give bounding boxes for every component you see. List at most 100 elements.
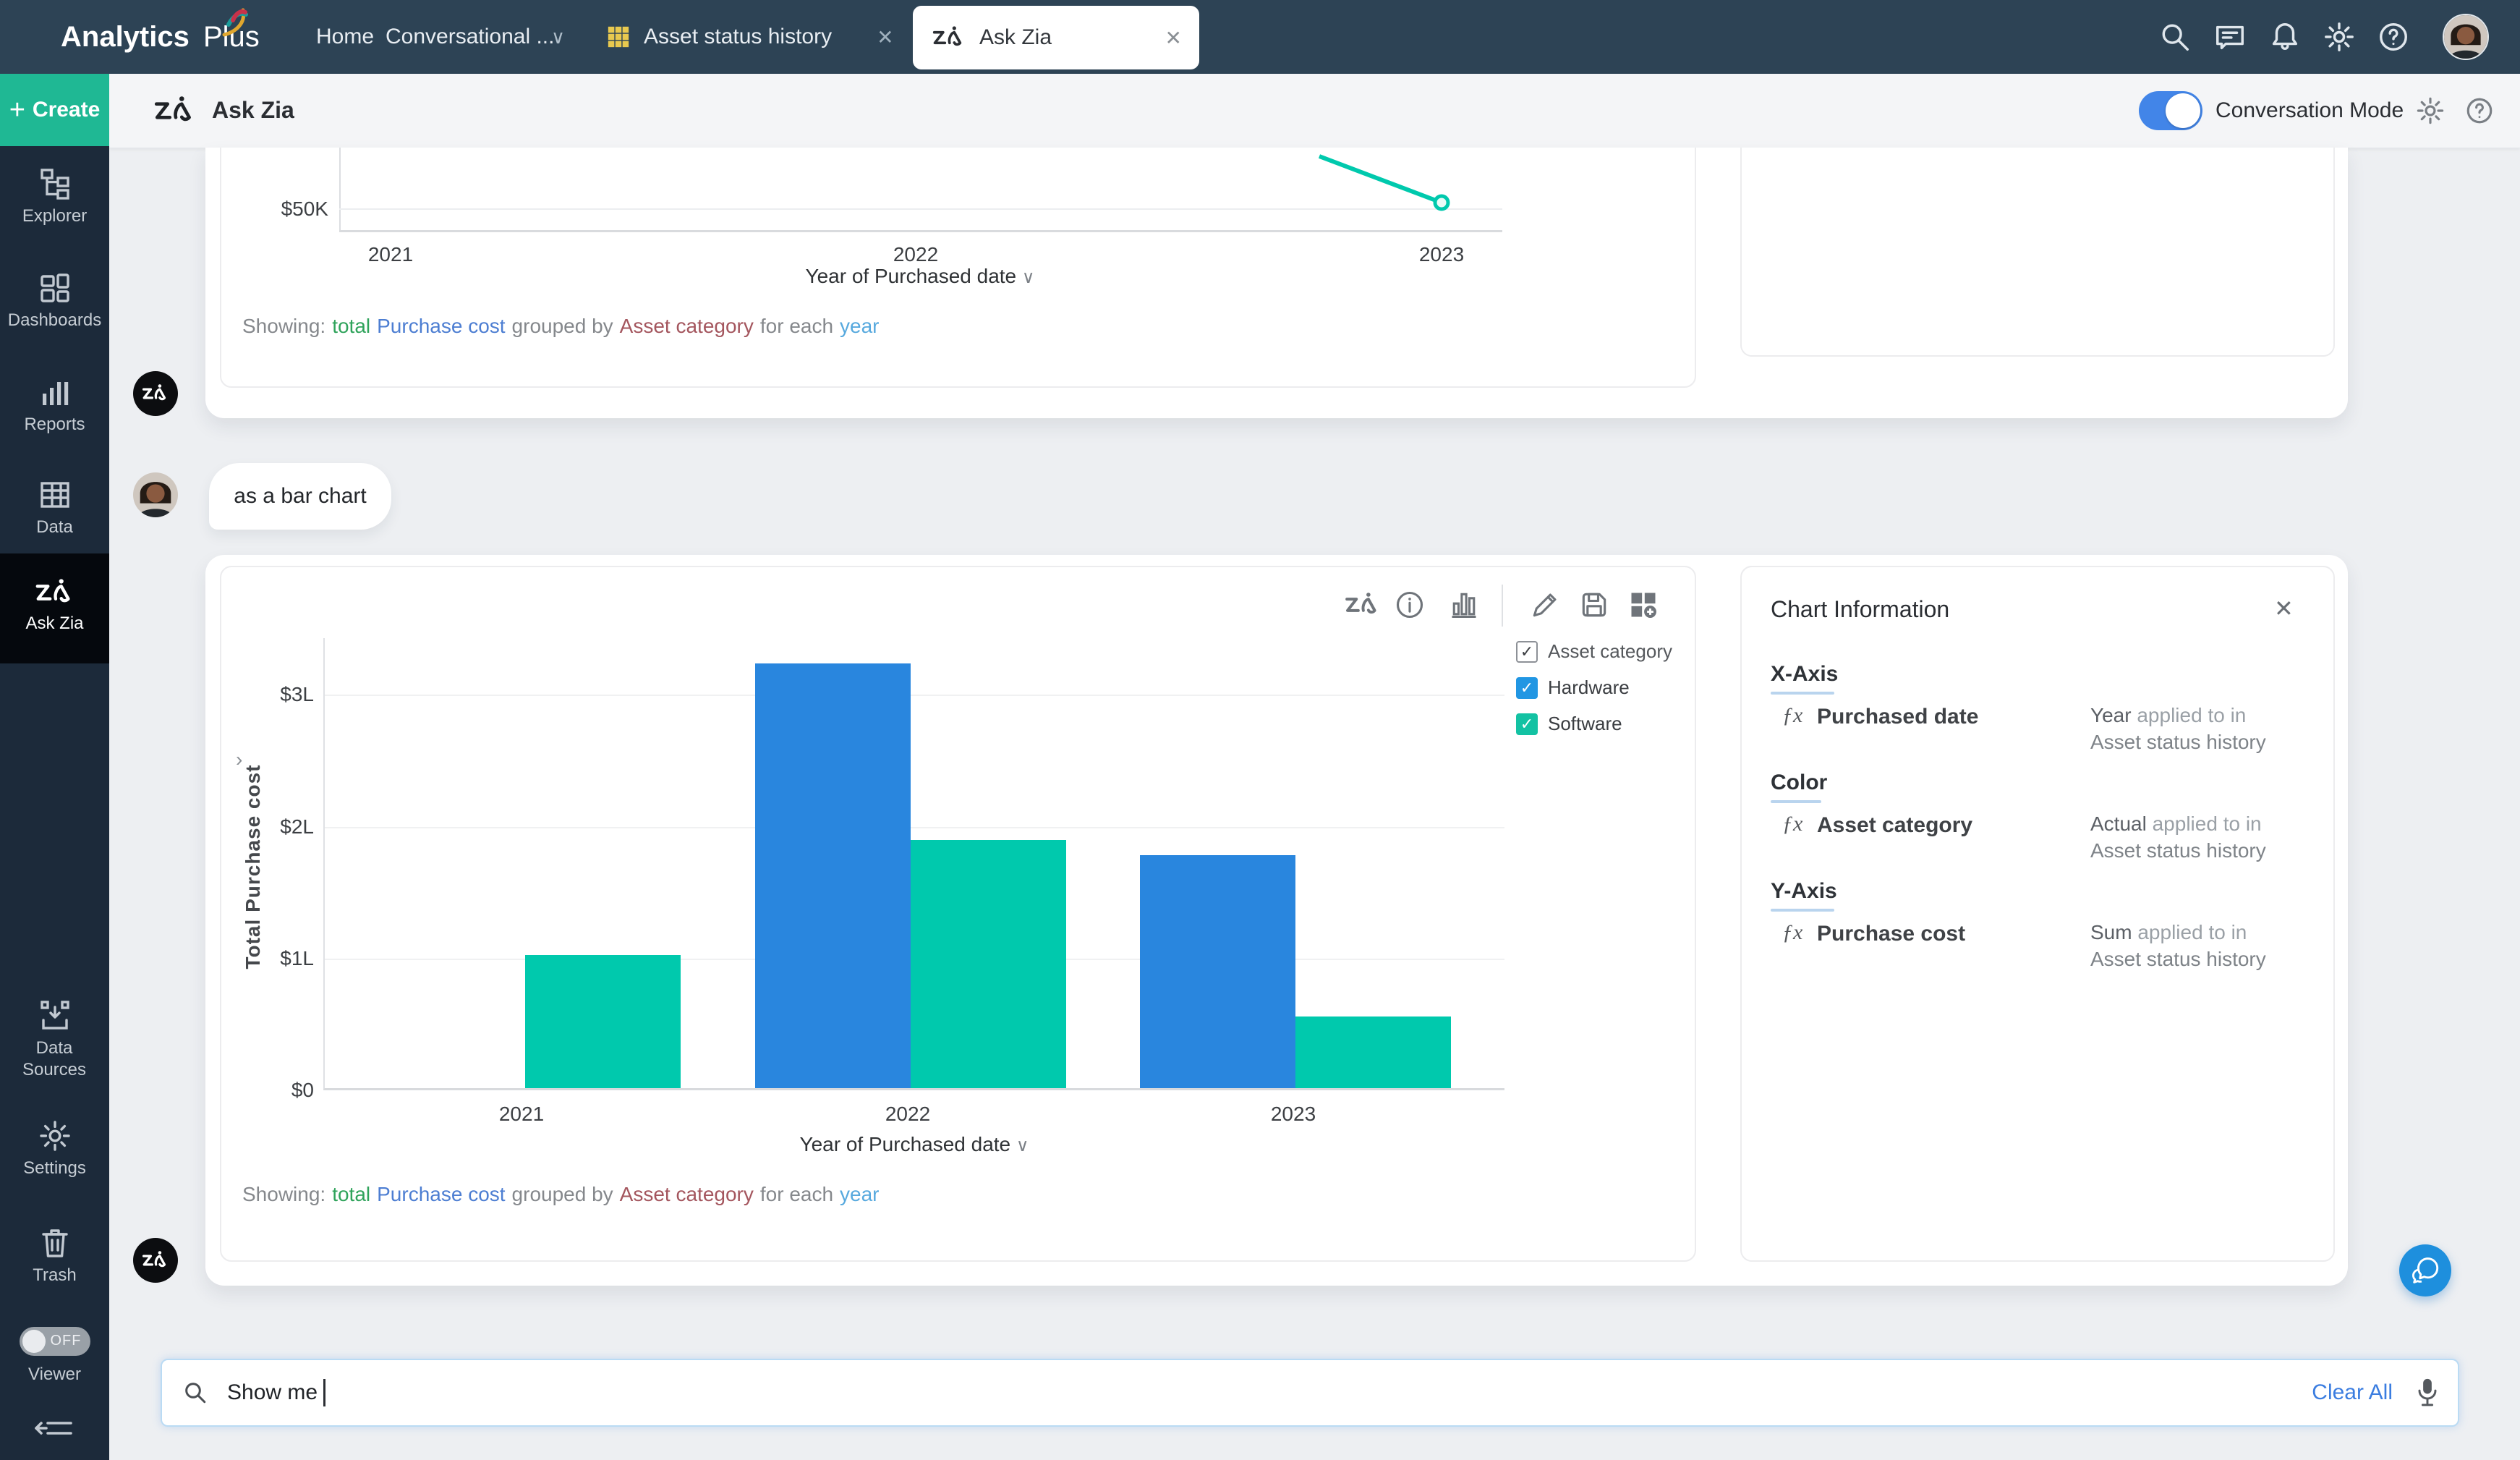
x-tick: 2021 (367, 243, 414, 266)
top-navbar: Analytics Plus Home Conversational ... ∨… (0, 0, 2520, 74)
zia-insights-icon[interactable] (1342, 590, 1383, 619)
ask-zia-logo-icon (151, 93, 199, 129)
section-heading: Y-Axis (1771, 879, 1837, 903)
chart-type-icon[interactable] (1448, 589, 1480, 621)
line-chart-card: $50K 2021 2022 2023 Year of Purchased da… (220, 148, 1696, 388)
bar-software-2023[interactable] (1295, 1017, 1451, 1088)
gridline (325, 695, 1504, 696)
tab-label: Asset status history (644, 25, 833, 48)
close-panel-icon[interactable]: ✕ (2274, 595, 2294, 621)
table-grid-icon (606, 25, 631, 49)
help-icon[interactable] (2377, 20, 2410, 54)
create-button[interactable]: + Create (0, 74, 109, 146)
sidebar-item-reports[interactable]: Reports (0, 375, 109, 436)
line-series-software[interactable] (339, 148, 1502, 232)
tab-asset-status-history[interactable]: Asset status history ✕ (606, 0, 894, 74)
info-icon[interactable] (1394, 589, 1426, 621)
query-input-value[interactable]: Show me (227, 1380, 318, 1404)
search-icon[interactable] (2158, 20, 2192, 54)
conversation-mode-toggle[interactable] (2139, 91, 2202, 130)
sidebar-item-explorer[interactable]: Explorer (0, 166, 109, 227)
bar-hardware-2022[interactable] (755, 663, 911, 1088)
page-subheader: Ask Zia Conversation Mode (109, 74, 2520, 148)
legend-item-hardware[interactable]: ✓ Hardware (1516, 676, 1630, 699)
showing-summary: Showing: total Purchase cost grouped by Asse… (242, 1183, 880, 1205)
legend-label: Hardware (1548, 676, 1630, 698)
sidebar-item-settings[interactable]: Settings (0, 1119, 109, 1179)
fx-formula-icon: ƒx (1782, 812, 1803, 836)
edit-pencil-icon[interactable] (1529, 589, 1561, 621)
bar-software-2022[interactable] (911, 840, 1066, 1088)
viewer-label: Viewer (28, 1364, 81, 1384)
y-tick-label: $2L (280, 815, 314, 838)
applied-description: Actual applied to in Asset status histor… (2090, 812, 2266, 862)
query-input-bar[interactable]: Show me Clear All (161, 1359, 2459, 1427)
page-title: Ask Zia (212, 97, 294, 123)
viewer-toggle-state: OFF (50, 1333, 82, 1349)
user-message-bubble: as a bar chart (209, 463, 391, 530)
chevron-down-icon: ∨ (1016, 1136, 1029, 1155)
x-axis-title[interactable]: Year of Purchased date ∨ (799, 1133, 1029, 1155)
x-tick: 2023 (1270, 1103, 1316, 1125)
feedback-icon[interactable] (2213, 20, 2247, 54)
section-heading: Color (1771, 771, 1828, 794)
zia-settings-gear-icon[interactable] (2415, 96, 2445, 126)
create-label: Create (32, 98, 101, 122)
add-to-dashboard-icon[interactable] (1627, 589, 1659, 621)
sidebar-item-data-sources[interactable]: Data Sources (0, 998, 109, 1081)
zia-help-icon[interactable] (2464, 96, 2495, 126)
sidebar-item-trash[interactable]: Trash (0, 1226, 109, 1286)
legend-item-software[interactable]: ✓ Software (1516, 713, 1622, 735)
viewer-toggle[interactable]: OFF (19, 1327, 90, 1356)
sidebar-item-data[interactable]: Data (0, 478, 109, 538)
tab-label: Ask Zia (979, 25, 1052, 49)
zia-logo-icon (930, 24, 968, 51)
legend-field-row[interactable]: ✓ Asset category (1516, 640, 1672, 663)
assistant-chat-button[interactable] (2399, 1244, 2451, 1296)
chat-bubbles-icon (2409, 1256, 2441, 1285)
x-tick: 2022 (893, 243, 939, 266)
notifications-bell-icon[interactable] (2268, 20, 2302, 54)
plus-icon: + (9, 94, 25, 125)
gridline-50k (339, 208, 1502, 210)
legend-hardware-checkbox[interactable]: ✓ (1516, 676, 1538, 699)
close-tab-icon[interactable]: ✕ (877, 25, 894, 48)
explorer-icon (38, 166, 72, 201)
brand-plus: Plus (203, 21, 260, 53)
zia-response-card-2: ✓ Asset category ✓ Hardware ✓ Software ›… (205, 555, 2348, 1286)
legend-software-checkbox[interactable]: ✓ (1516, 713, 1538, 735)
applied-description: Sum applied to in Asset status history (2090, 921, 2266, 970)
sidebar-item-ask-zia[interactable]: Ask Zia (0, 553, 109, 663)
x-axis-title[interactable]: Year of Purchased date ∨ (805, 265, 1035, 287)
fx-formula-icon: ƒx (1782, 920, 1803, 944)
dashboards-icon (38, 271, 72, 305)
nav-conversational[interactable]: Conversational ... (386, 25, 555, 48)
legend-field-label: Asset category (1548, 640, 1672, 662)
bar-hardware-2023[interactable] (1140, 855, 1295, 1088)
settings-gear-icon[interactable] (2323, 20, 2356, 54)
y-tick-label: $1L (280, 947, 314, 969)
tab-ask-zia-active[interactable]: Ask Zia ✕ (913, 6, 1199, 69)
user-avatar[interactable] (2443, 14, 2489, 60)
brand-logo[interactable]: Analytics Plus (61, 0, 260, 74)
bar-software-2021[interactable] (525, 955, 681, 1088)
checkbox-checked-icon[interactable]: ✓ (1516, 640, 1538, 663)
zia-avatar (133, 1238, 178, 1283)
chart-information-panel: Chart Information ✕ X-Axis ƒx Purchased … (1740, 566, 2335, 1262)
axis-expand-chevron-icon[interactable]: › (236, 748, 243, 771)
user-avatar (133, 472, 178, 517)
nav-conversational-chevron-icon[interactable]: ∨ (551, 26, 566, 48)
close-tab-icon[interactable]: ✕ (1165, 26, 1182, 49)
microphone-icon[interactable] (2414, 1377, 2440, 1409)
clear-all-button[interactable]: Clear All (2312, 1380, 2393, 1404)
left-sidebar: Explorer Dashboards Reports Data Ask Zia (0, 146, 109, 1460)
collapse-sidebar-icon[interactable] (34, 1414, 74, 1443)
save-icon[interactable] (1578, 589, 1610, 621)
nav-home[interactable]: Home (316, 25, 375, 48)
gridline (325, 827, 1504, 828)
fx-formula-icon: ƒx (1782, 703, 1803, 727)
brand-swoosh-icon (214, 3, 257, 38)
bar-plot (323, 638, 1504, 1090)
sidebar-item-dashboards[interactable]: Dashboards (0, 271, 109, 331)
